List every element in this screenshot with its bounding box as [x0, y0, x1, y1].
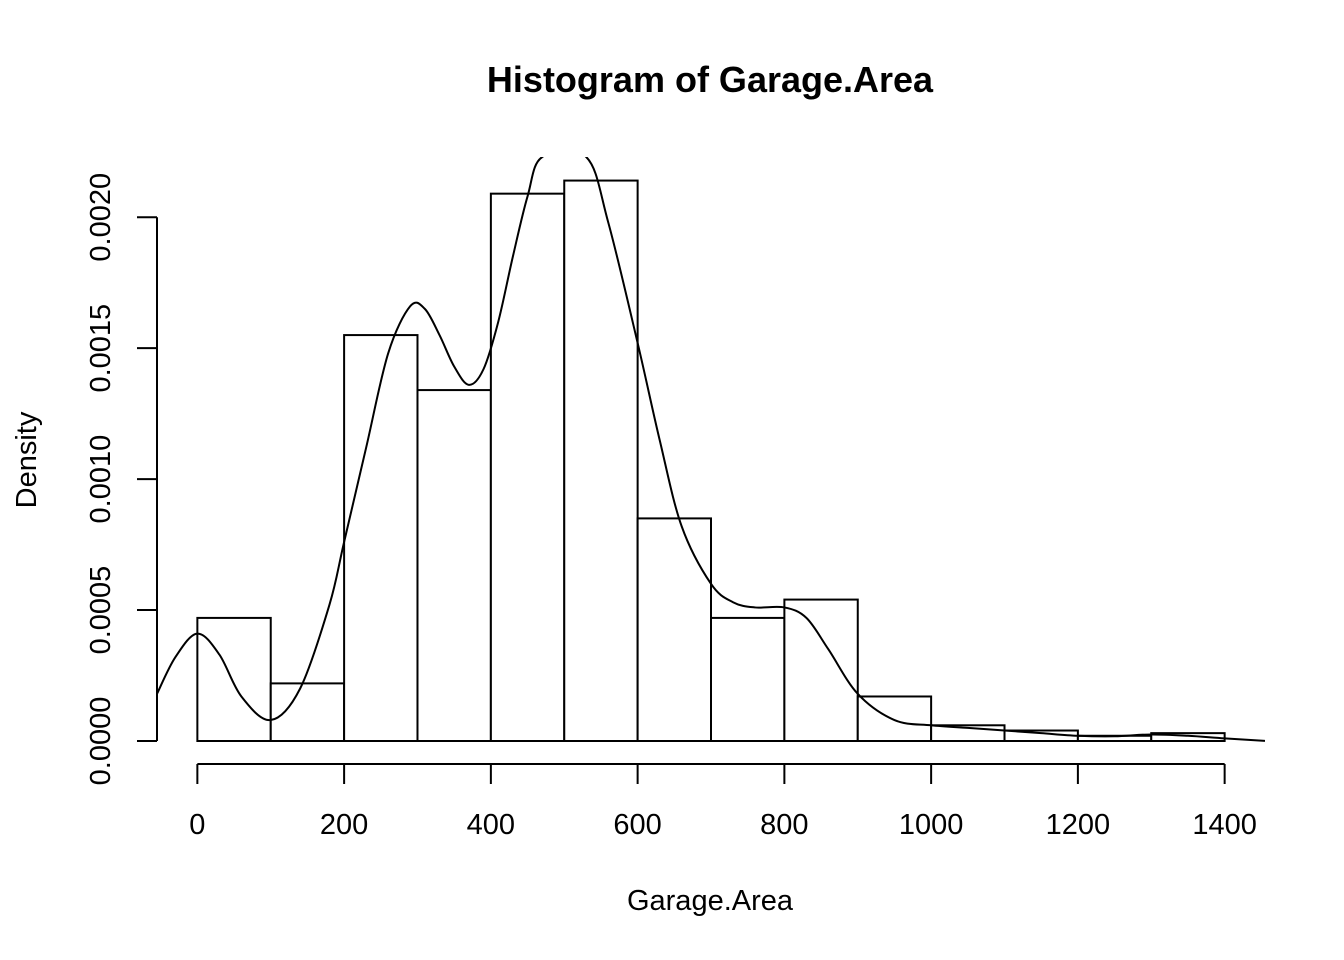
density-curve	[157, 157, 1265, 742]
y-tick-label: 0.0020	[85, 173, 117, 262]
y-axis-label: Density	[11, 411, 43, 508]
x-axis-label: Garage.Area	[627, 885, 794, 917]
y-tick-label: 0.0010	[85, 435, 117, 524]
x-tick-label: 400	[467, 809, 515, 841]
histogram-bar-0-100	[196, 616, 272, 742]
histogram-bar-1300-1400	[1150, 732, 1226, 743]
x-tick-label: 1400	[1192, 809, 1257, 841]
x-axis: 0 200 400 600 800 1000 1200 1400	[189, 763, 1257, 841]
chart-title: Histogram of Garage.Area	[487, 59, 934, 100]
y-tick-label: 0.0000	[85, 697, 117, 786]
x-tick-label: 1000	[899, 809, 964, 841]
histogram-bar-200-300	[343, 334, 419, 742]
x-tick-label: 1200	[1046, 809, 1111, 841]
y-axis: 0.0000 0.0005 0.0010 0.0015 0.0020	[85, 173, 158, 786]
histogram-bar-500-600	[563, 179, 639, 742]
histogram-bars	[196, 179, 1226, 743]
histogram-bar-900-1000	[856, 695, 933, 742]
x-tick-label: 800	[760, 809, 808, 841]
histogram-bar-600-700	[636, 517, 712, 743]
y-tick-label: 0.0005	[85, 566, 117, 655]
y-tick-label: 0.0015	[85, 304, 117, 393]
histogram-bar-100-200	[269, 682, 346, 743]
x-tick-label: 600	[613, 809, 661, 841]
x-tick-label: 0	[189, 809, 205, 841]
histogram-bar-400-500	[489, 192, 566, 743]
histogram-bar-800-900	[783, 598, 859, 743]
x-tick-label: 200	[320, 809, 368, 841]
histogram-bar-700-800	[710, 616, 786, 742]
histogram-bar-300-400	[416, 389, 492, 742]
